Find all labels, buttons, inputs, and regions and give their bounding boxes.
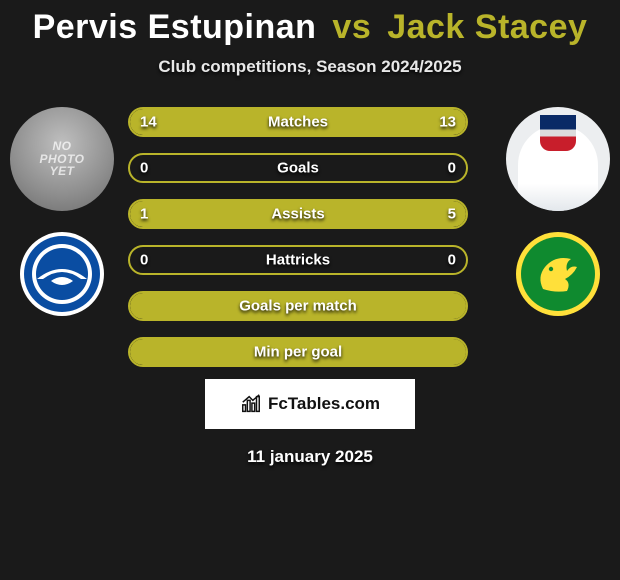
stat-value-left: 1	[140, 206, 148, 223]
player1-avatar: NOPHOTOYET	[10, 107, 114, 211]
stat-row-min-per-goal: Min per goal	[128, 337, 468, 367]
player1-name: Pervis Estupinan	[33, 8, 317, 46]
stat-row-assists: 1 5 Assists	[128, 199, 468, 229]
stat-row-matches: 14 13 Matches	[128, 107, 468, 137]
brand-footer: FcTables.com	[205, 379, 415, 429]
stat-value-left: 0	[140, 160, 148, 177]
stat-bars: 14 13 Matches 0 0 Goals 1 5 Assists 0 0 Hattricks Go…	[128, 105, 492, 367]
stat-label: Min per goal	[254, 344, 342, 361]
stat-row-goals-per-match: Goals per match	[128, 291, 468, 321]
left-side: NOPHOTOYET	[10, 105, 114, 317]
stat-label: Goals	[277, 160, 319, 177]
stat-value-left: 14	[140, 114, 157, 131]
stat-fill-left	[130, 201, 184, 227]
stat-label: Matches	[268, 114, 328, 131]
stat-fill-right	[184, 201, 466, 227]
player2-avatar	[506, 107, 610, 211]
player1-club-badge	[19, 231, 105, 317]
stat-row-goals: 0 0 Goals	[128, 153, 468, 183]
stat-label: Assists	[271, 206, 324, 223]
comparison-main: NOPHOTOYET 1413Matches00Goals15Assists00…	[10, 105, 610, 367]
vs-text: vs	[332, 8, 371, 46]
right-side	[506, 105, 610, 317]
stat-label: Goals per match	[239, 298, 357, 315]
stat-value-left: 0	[140, 252, 148, 269]
date-text: 11 january 2025	[247, 447, 373, 467]
player2-club-badge	[515, 231, 601, 317]
comparison-title: Pervis Estupinan vs Jack Stacey	[33, 8, 588, 47]
stat-value-right: 0	[448, 160, 456, 177]
no-photo-label: NOPHOTOYET	[40, 140, 85, 178]
brighton-badge-icon	[19, 231, 105, 317]
chart-icon	[240, 393, 262, 415]
stat-label: Hattricks	[266, 252, 330, 269]
stat-row-hattricks: 0 0 Hattricks	[128, 245, 468, 275]
norwich-badge-icon	[515, 231, 601, 317]
brand-text: FcTables.com	[268, 394, 380, 414]
player2-name: Jack Stacey	[387, 8, 587, 46]
subtitle: Club competitions, Season 2024/2025	[158, 57, 461, 77]
stat-value-right: 13	[439, 114, 456, 131]
stat-value-right: 0	[448, 252, 456, 269]
stat-value-right: 5	[448, 206, 456, 223]
